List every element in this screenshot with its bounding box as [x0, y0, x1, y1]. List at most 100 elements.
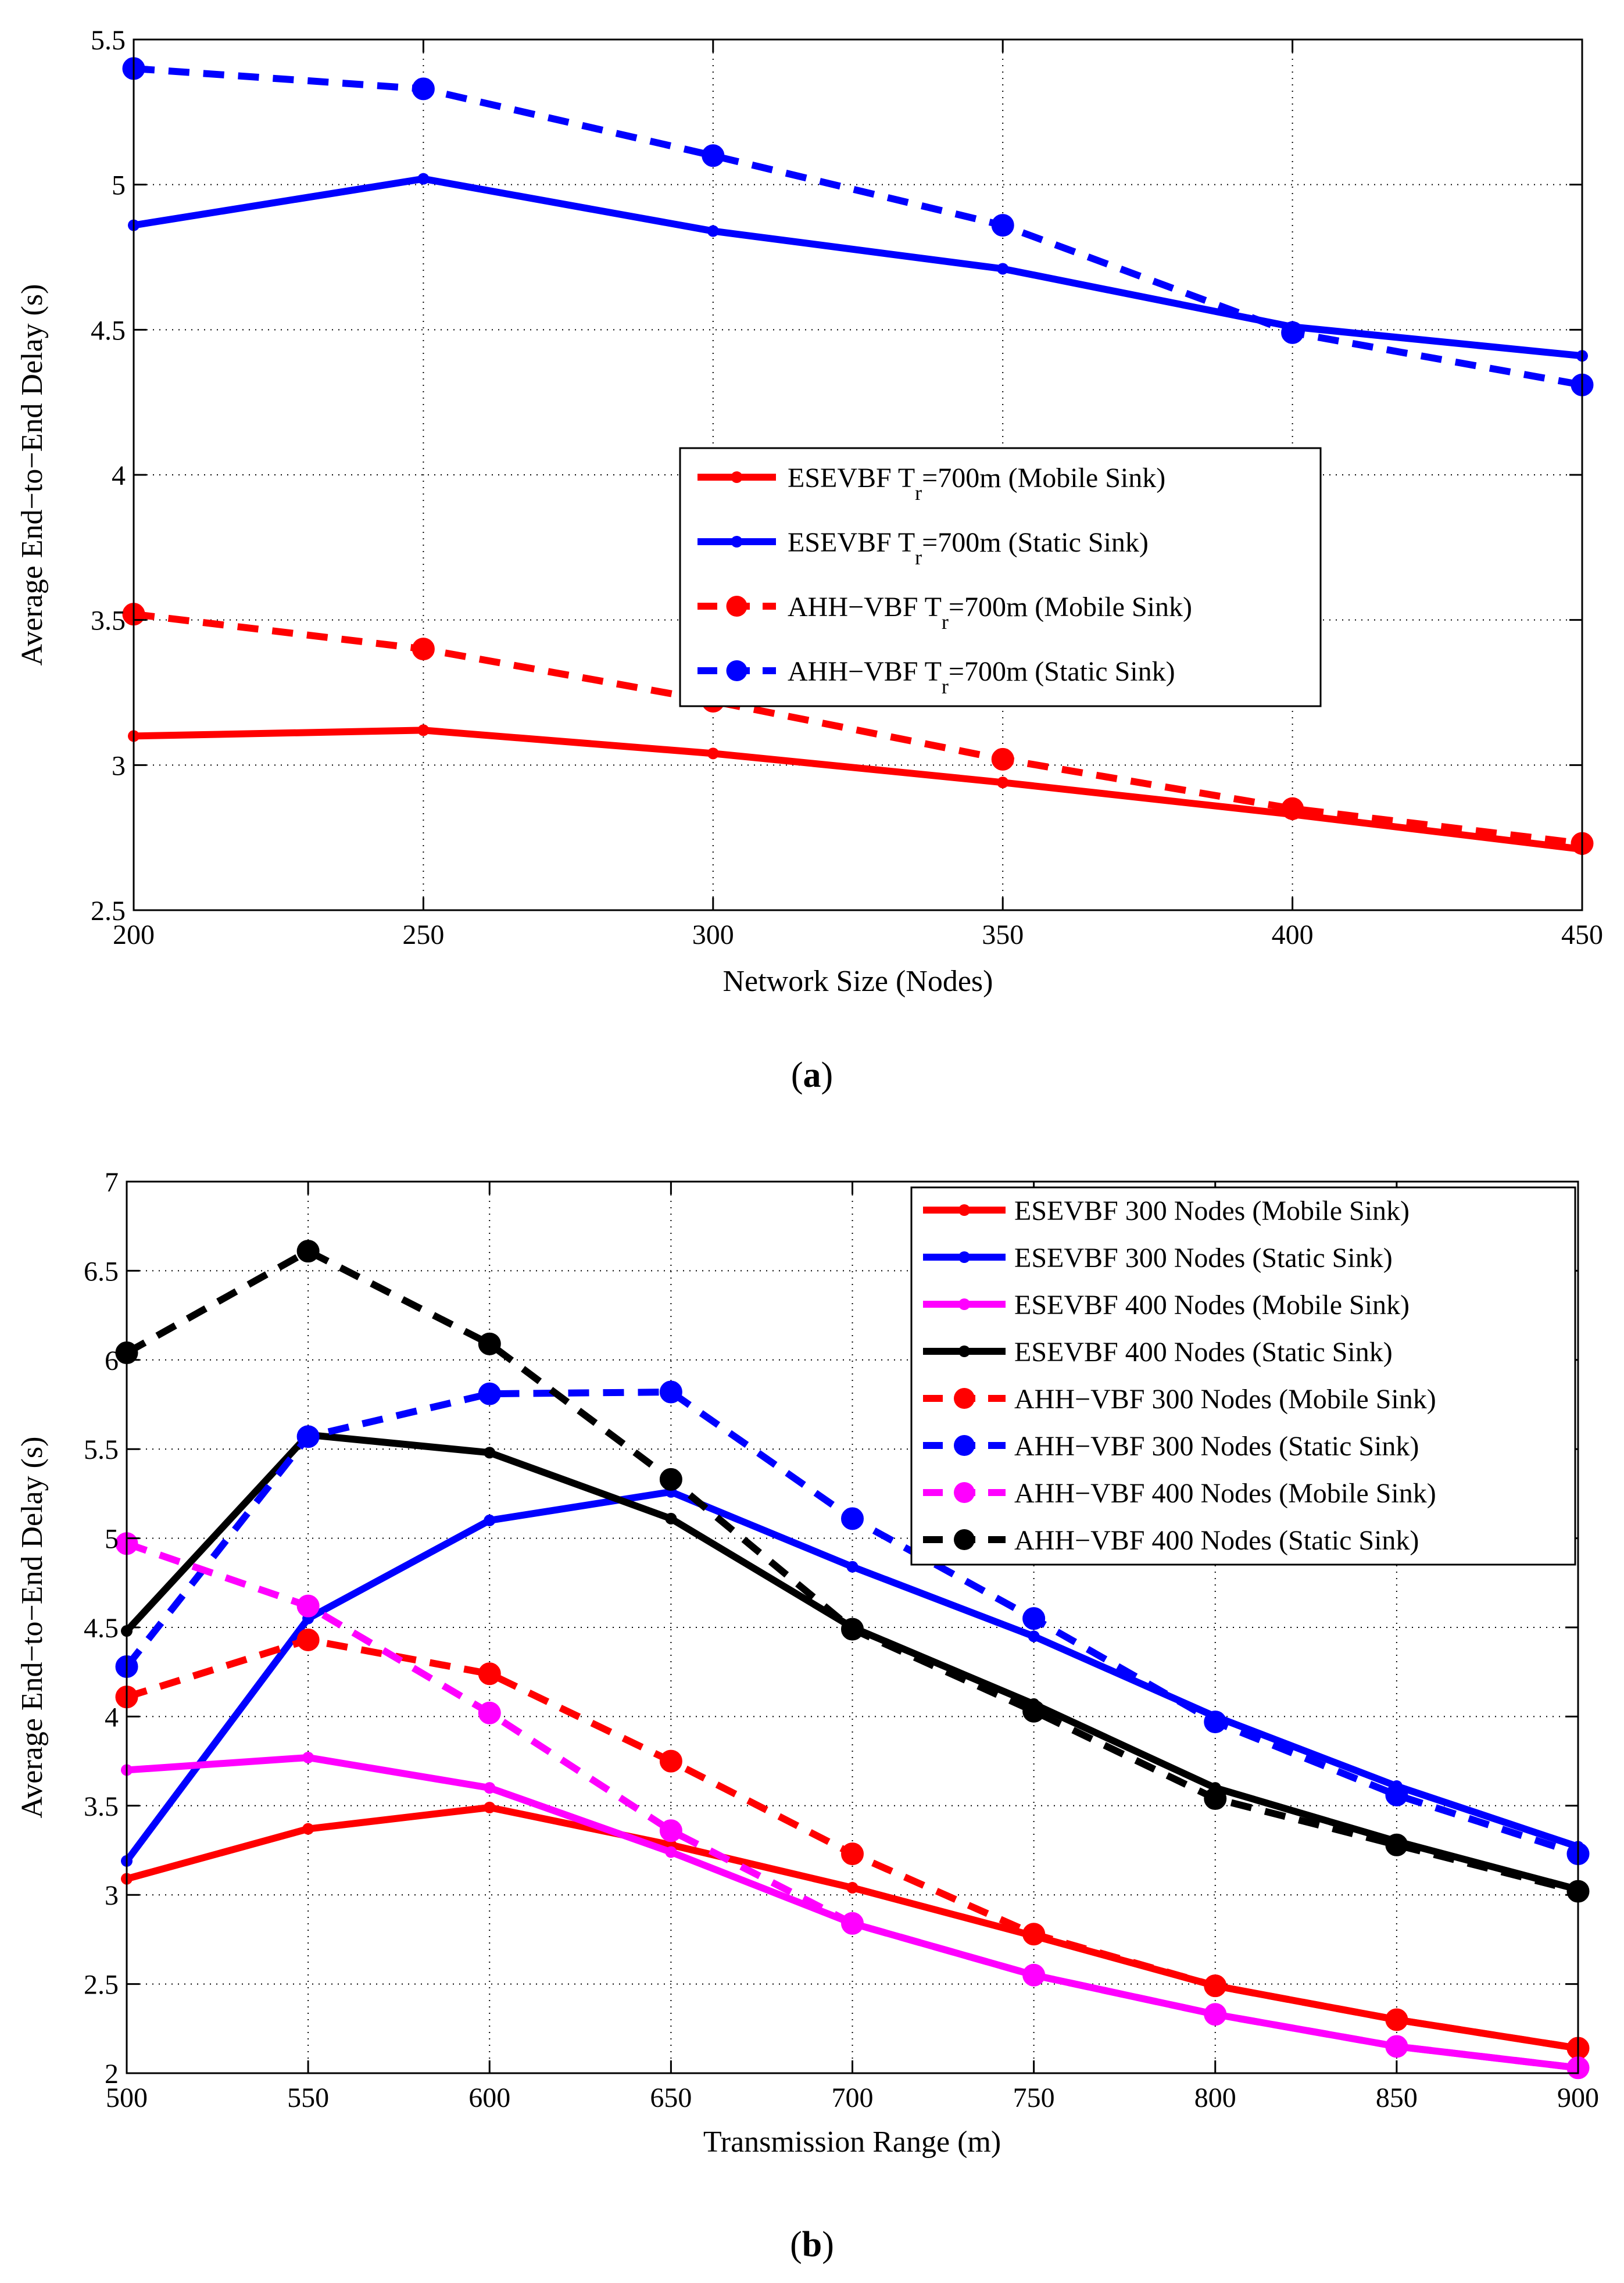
panel-b-data-point	[484, 1514, 496, 1526]
panel-a-caption-letter: a	[803, 1055, 821, 1095]
panel-a-y-tick-label: 3	[112, 750, 126, 781]
panel-a-data-point	[417, 173, 430, 185]
panel-a-x-tick-label: 250	[402, 919, 444, 950]
panel-b-legend-entry: ESEVBF 300 Nodes (Static Sink)	[923, 1243, 1393, 1273]
panel-a-data-point	[997, 263, 1009, 275]
panel-b-data-point	[841, 1618, 864, 1641]
panel-b-y-axis-label: Average End−to−End Delay (s)	[16, 1437, 49, 1819]
panel-b-legend-label: AHH−VBF 400 Nodes (Mobile Sink)	[1014, 1478, 1436, 1509]
panel-b-data-point	[1022, 1963, 1046, 1987]
panel-a-x-axis-label: Network Size (Nodes)	[723, 965, 993, 998]
panel-b-data-point	[841, 1842, 864, 1866]
panel-b-data-point	[1204, 1711, 1227, 1734]
svg-text:(b): (b)	[790, 2225, 834, 2264]
panel-b-legend-label: ESEVBF 400 Nodes (Static Sink)	[1014, 1337, 1393, 1368]
panel-a-data-point	[707, 747, 719, 760]
panel-b-x-tick-label: 550	[287, 2082, 329, 2113]
panel-a-series-line	[133, 610, 1583, 847]
panel-a-legend-label: AHH−VBF Tr=700m (Mobile Sink)	[788, 592, 1192, 634]
panel-a-legend-entry: ESEVBF Tr=700m (Static Sink)	[697, 527, 1149, 569]
panel-b-data-point	[478, 1662, 501, 1686]
panel-b-y-tick-label: 3.5	[84, 1791, 119, 1822]
panel-a-caption: (a)	[791, 1055, 833, 1095]
panel-b-caption: (b)	[790, 2225, 834, 2264]
panel-a-data-point	[412, 77, 435, 101]
panel-b-legend-label: AHH−VBF 300 Nodes (Static Sink)	[1014, 1431, 1419, 1462]
panel-b-legend-label: ESEVBF 300 Nodes (Mobile Sink)	[1014, 1196, 1410, 1226]
panel-b-data-point	[665, 1846, 677, 1858]
panel-b-y-tick-label: 3	[105, 1880, 119, 1911]
panel-b-y-tick-label: 4	[105, 1702, 119, 1733]
panel-b-y-tick-label: 2.5	[84, 1970, 119, 2001]
panel-a-x-tick-label: 300	[692, 919, 734, 950]
panel-b-legend-entry: AHH−VBF 400 Nodes (Static Sink)	[923, 1525, 1419, 1556]
panel-a-data-point	[991, 214, 1014, 237]
panel-a-y-tick-label: 5.5	[91, 25, 126, 56]
panel-b-x-tick-label: 650	[650, 2082, 692, 2113]
panel-a-legend: ESEVBF Tr=700m (Mobile Sink) ESEVBF Tr=70…	[679, 447, 1322, 707]
panel-b-data-point	[1385, 2035, 1408, 2058]
panel-b-data-point	[296, 1628, 320, 1651]
panel-b-data-point	[1385, 1783, 1408, 1806]
panel-b-series-6	[115, 1380, 1590, 1866]
panel-a-data-point	[417, 724, 430, 736]
panel-b-data-point	[1204, 1787, 1227, 1810]
panel-b-data-point	[296, 1425, 320, 1448]
panel-b-y-tick-label: 5.5	[84, 1434, 119, 1465]
panel-a-data-point	[991, 747, 1014, 771]
panel-b-legend-marker	[958, 1204, 970, 1216]
panel-b-y-tick-label: 4.5	[84, 1613, 119, 1644]
panel-b-legend-entry: ESEVBF 400 Nodes (Static Sink)	[923, 1337, 1393, 1368]
panel-b-data-point	[1204, 2003, 1227, 2026]
panel-b-data-point	[484, 1782, 496, 1794]
panel-b-y-tick-label: 5	[105, 1524, 119, 1555]
panel-a-data-point	[997, 776, 1009, 789]
panel-b-legend-marker	[958, 1251, 970, 1263]
panel-b-data-point	[484, 1447, 496, 1459]
panel-b-series-8	[115, 1240, 1590, 1903]
panel-b-x-tick-label: 750	[1013, 2082, 1055, 2113]
panel-b-data-point	[478, 1332, 501, 1355]
panel-b-data-point	[841, 1507, 864, 1530]
panel-a-series-1	[128, 724, 1588, 856]
panel-b-data-point	[665, 1512, 677, 1525]
panel-a-ticks: 200 250 300 350 400 450 2.5 3 3.5 4 4.5 5 5.5	[91, 25, 1603, 950]
panel-a-legend-entry: ESEVBF Tr=700m (Mobile Sink)	[697, 463, 1165, 504]
panel-b-data-point	[659, 1819, 682, 1842]
panel-a-y-tick-label: 5	[112, 170, 126, 201]
panel-b-legend-marker	[958, 1298, 970, 1310]
panel-a-x-tick-label: 400	[1272, 919, 1314, 950]
panel-b-legend-box	[910, 1186, 1576, 1566]
panel-b-x-tick-label: 600	[468, 2082, 510, 2113]
panel-a-y-axis-label: Average End−to−End Delay (s)	[16, 284, 49, 666]
panel-a-legend-entry: AHH−VBF Tr=700m (Mobile Sink)	[697, 592, 1192, 634]
panel-b-data-point	[484, 1801, 496, 1813]
panel-a-series	[122, 57, 1594, 856]
panel-b-series	[115, 1240, 1590, 2080]
panel-a-y-tick-label: 4.5	[91, 315, 126, 346]
panel-a-legend-entry: AHH−VBF Tr=700m (Static Sink)	[697, 656, 1175, 698]
panel-b-data-point	[296, 1240, 320, 1263]
panel-b-legend-entry: ESEVBF 300 Nodes (Mobile Sink)	[923, 1196, 1410, 1226]
panel-b-data-point	[1385, 1833, 1408, 1856]
panel-a-x-tick-label: 200	[113, 919, 155, 950]
panel-b-ticks: 500 550 600 650 700 750 800 850 900 2 2.5 3 3.5 4 4.5 5…	[84, 1167, 1599, 2113]
panel-a-x-tick-label: 450	[1561, 919, 1603, 950]
panel-a-series-line	[133, 175, 1583, 360]
panel-b-y-tick-label: 2	[105, 2059, 119, 2089]
panel-b-legend-label: AHH−VBF 300 Nodes (Mobile Sink)	[1014, 1384, 1436, 1415]
panel-a-legend-marker	[726, 596, 747, 617]
panel-b-y-tick-label: 6	[105, 1346, 119, 1376]
panel-a-data-point	[1281, 797, 1304, 820]
panel-a-y-tick-label: 3.5	[91, 606, 126, 636]
panel-b-legend-label: ESEVBF 400 Nodes (Mobile Sink)	[1014, 1290, 1410, 1321]
panel-b-legend-marker	[954, 1435, 975, 1456]
panel-b-data-point	[1022, 1607, 1046, 1630]
panel-a-legend-marker	[726, 660, 747, 681]
panel-b-legend-marker	[954, 1529, 975, 1550]
panel-b-legend-marker	[954, 1388, 975, 1409]
panel-b-data-point	[659, 1468, 682, 1491]
panel-a-legend-label: ESEVBF Tr=700m (Mobile Sink)	[788, 463, 1165, 504]
panel-b-x-tick-label: 700	[832, 2082, 874, 2113]
panel-a-data-point	[412, 638, 435, 661]
